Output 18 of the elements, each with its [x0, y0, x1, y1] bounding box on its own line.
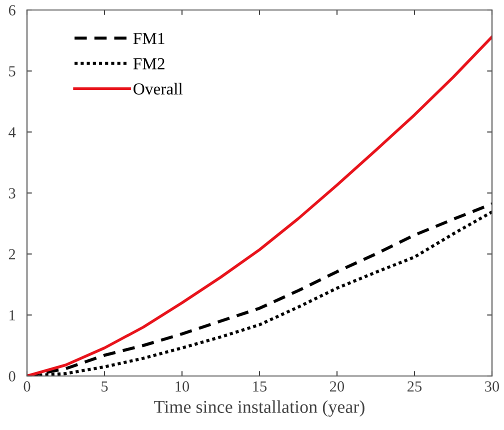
y-tick-label: 0 [8, 371, 16, 382]
x-tick-label: 30 [485, 381, 500, 392]
x-tick-label: 25 [408, 381, 422, 392]
y-tick-label: 2 [8, 249, 16, 260]
legend-label: FM2 [133, 58, 164, 70]
y-tick-label: 5 [9, 66, 16, 76]
y-tick-label: 1 [10, 310, 15, 320]
y-tick-label: 6 [8, 5, 16, 16]
y-tick-label: 4 [8, 127, 16, 138]
x-tick-label: 10 [176, 381, 190, 392]
x-axis-title: Time since installation (year) [154, 400, 364, 417]
legend-label: FM1 [133, 32, 164, 44]
y-tick-label: 3 [8, 188, 16, 198]
x-tick-label: 15 [253, 381, 267, 392]
x-tick-label: 0 [24, 381, 30, 392]
legend-label: Overall [134, 82, 183, 95]
x-tick-label: 20 [330, 381, 344, 392]
x-tick-label: 5 [102, 381, 108, 392]
